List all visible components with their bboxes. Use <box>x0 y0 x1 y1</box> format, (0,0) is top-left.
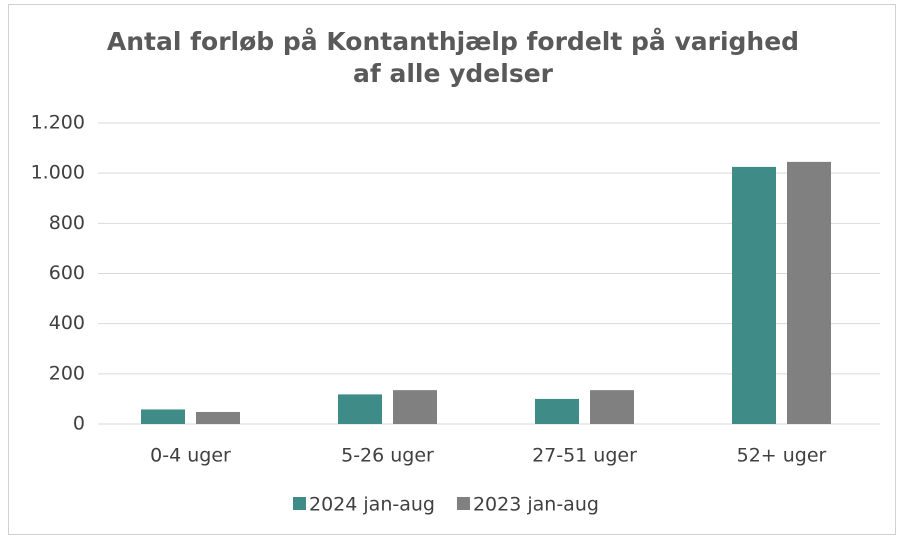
bar <box>141 409 185 424</box>
bar <box>787 161 831 425</box>
y-tick-label: 400 <box>49 312 85 334</box>
legend-label: 2023 jan-aug <box>473 494 599 516</box>
legend-swatch <box>293 497 306 510</box>
chart-title: Antal forløb på Kontanthjælp fordelt på … <box>106 27 800 88</box>
y-tick-label: 200 <box>49 362 85 384</box>
bar <box>393 390 437 424</box>
y-tick-label: 800 <box>49 212 85 234</box>
y-tick-label: 1.000 <box>31 162 85 184</box>
y-tick-label: 600 <box>49 262 85 284</box>
bar <box>196 411 240 424</box>
legend-swatch <box>456 497 470 510</box>
chart-border <box>8 4 896 535</box>
legend-label: 2024 jan-aug <box>309 494 435 516</box>
bar <box>590 390 634 424</box>
bar <box>338 394 382 424</box>
bar <box>535 398 579 424</box>
x-tick-label: 52+ uger <box>737 445 827 467</box>
x-tick-label: 5-26 uger <box>341 445 434 467</box>
x-tick-label: 0-4 uger <box>150 445 231 467</box>
x-tick-label: 27-51 uger <box>532 445 637 467</box>
y-tick-label: 0 <box>73 413 85 435</box>
y-tick-label: 1.200 <box>31 112 85 134</box>
bar <box>732 166 776 425</box>
